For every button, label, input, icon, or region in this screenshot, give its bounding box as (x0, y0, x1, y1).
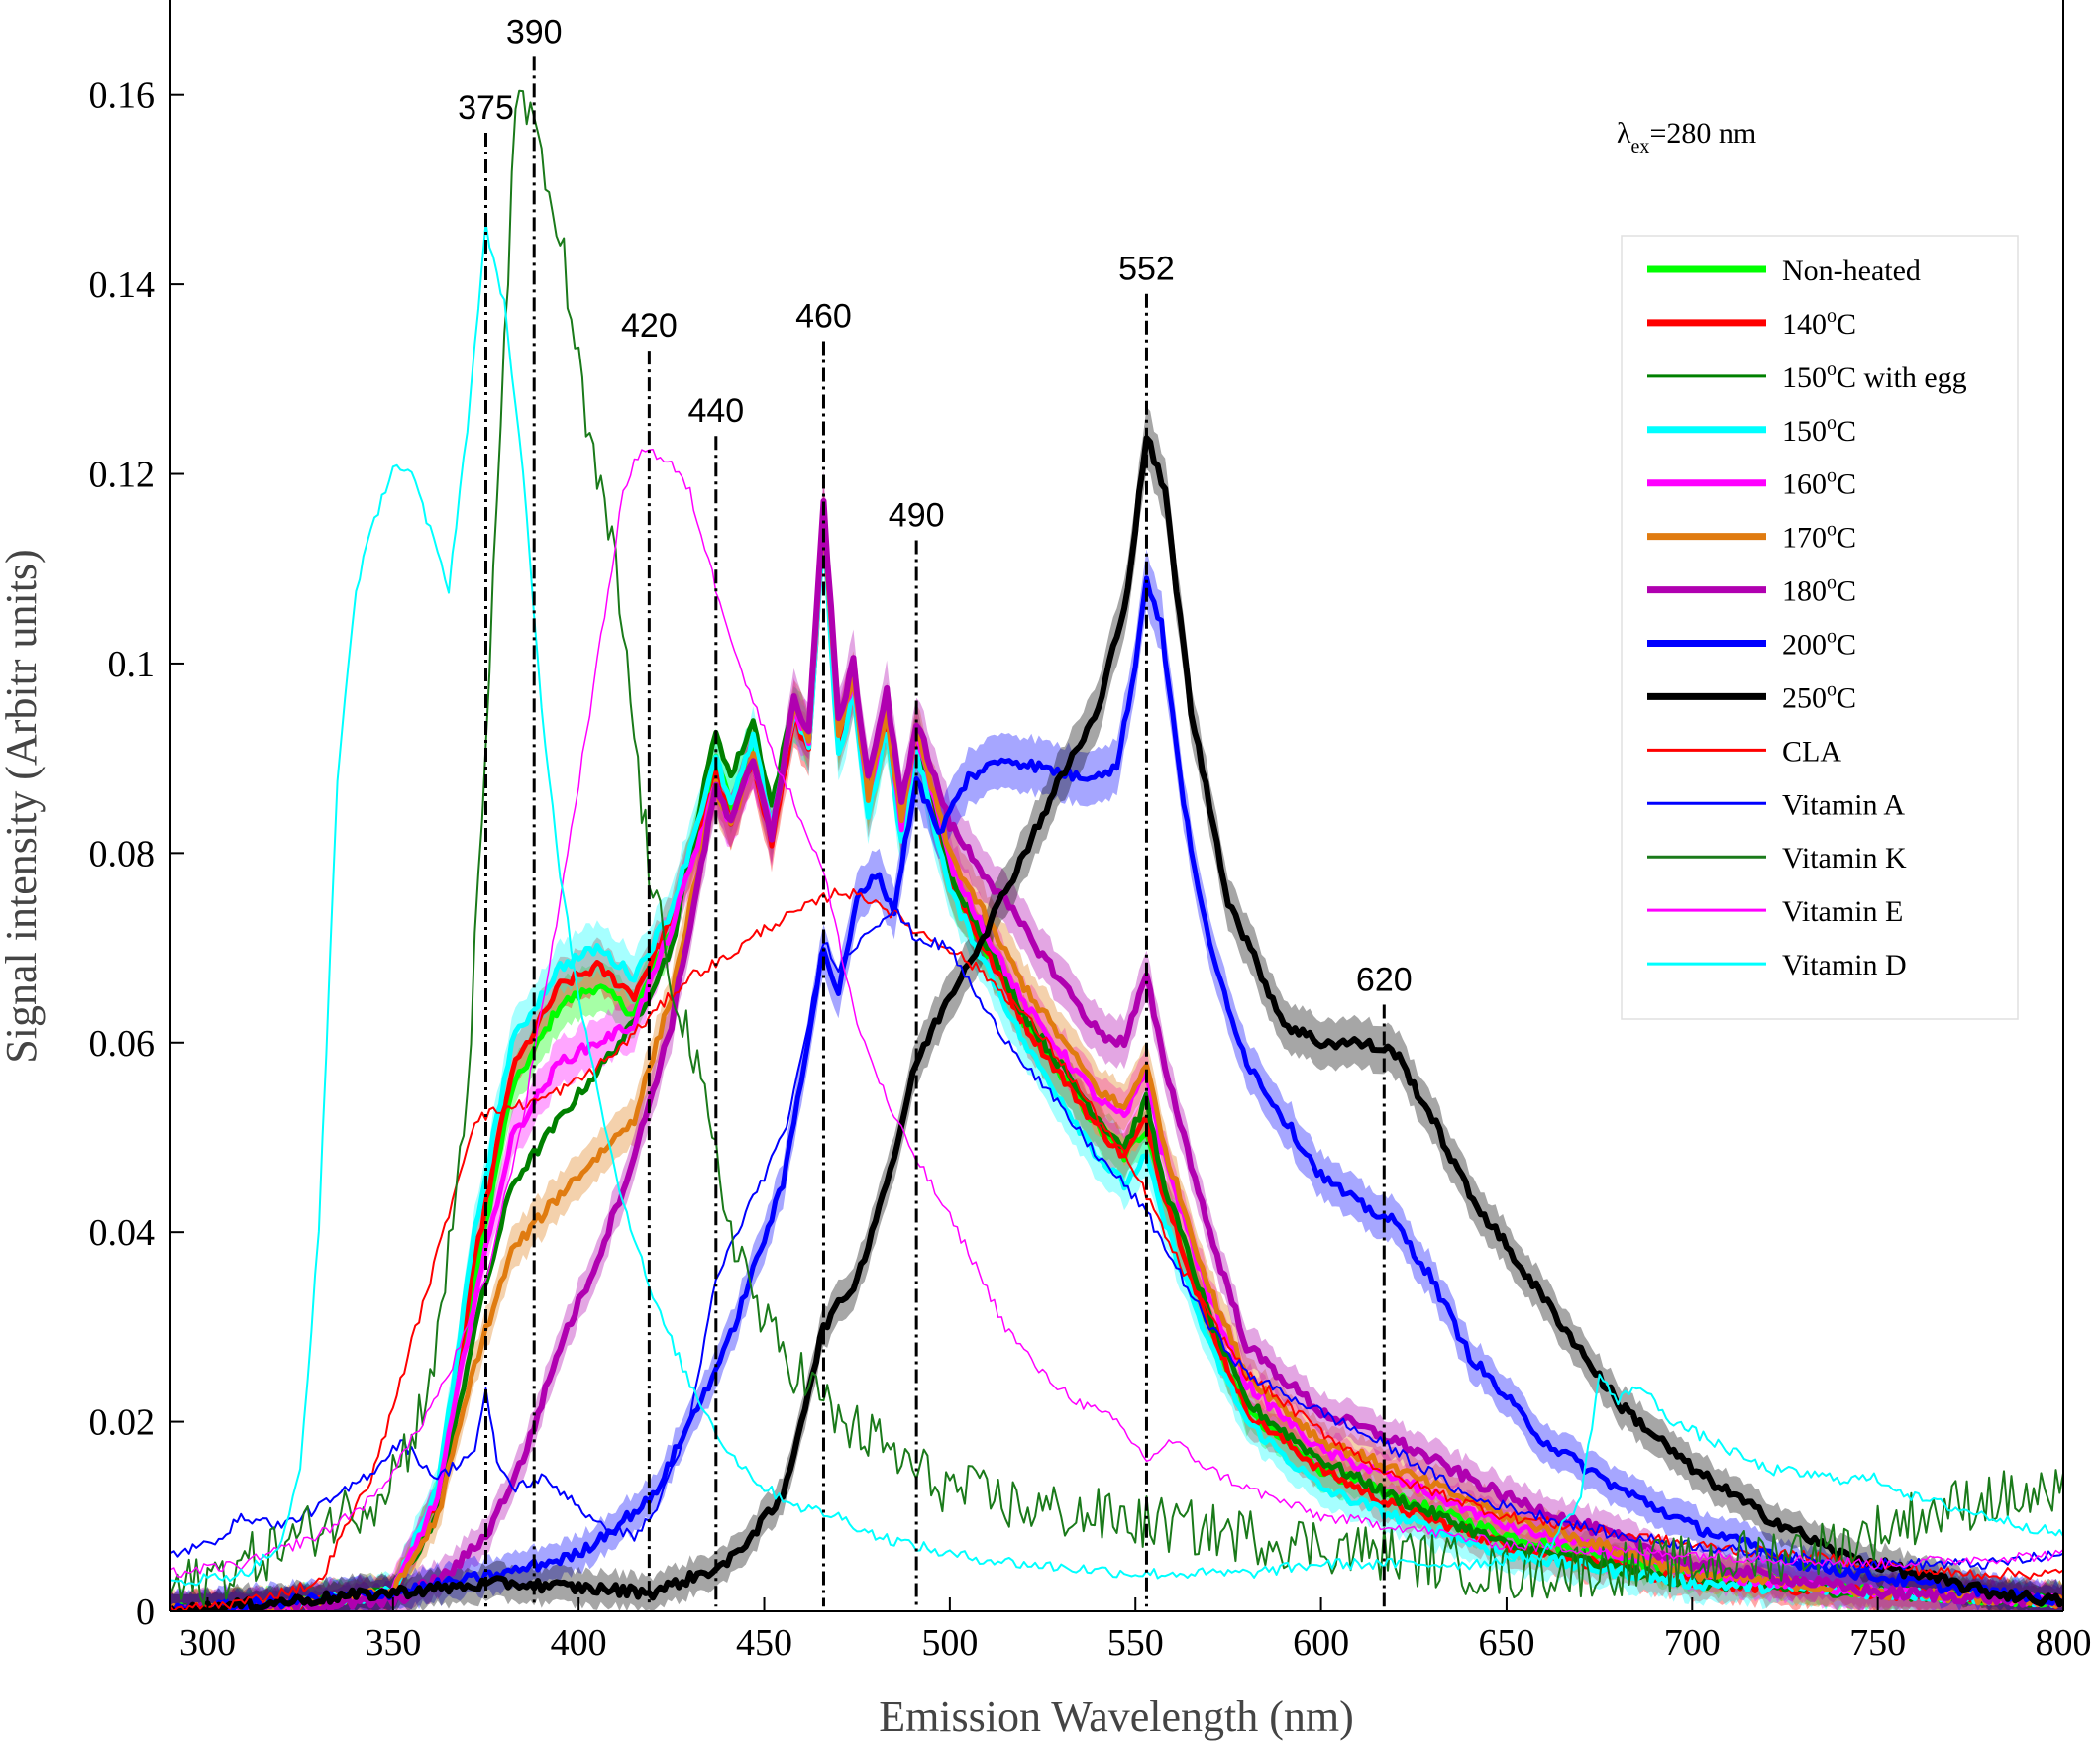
series-band-non-heated (170, 494, 2063, 1611)
x-tick-label: 750 (1849, 1622, 1906, 1664)
excitation-lambda: λ (1617, 117, 1631, 150)
x-tick-label: 700 (1664, 1622, 1721, 1664)
x-tick-label: 450 (736, 1622, 792, 1664)
legend-label-140-c: 140oC (1782, 305, 1856, 341)
legend-label-250-c: 250oC (1782, 678, 1856, 714)
legend-label-200-c: 200oC (1782, 626, 1856, 662)
legend-label-vitamin-d: Vitamin D (1782, 949, 1907, 981)
reference-label-620: 620 (1356, 961, 1413, 998)
series-band-250-c (170, 406, 2063, 1611)
y-tick-label: 0.14 (89, 264, 156, 306)
x-tick-label: 650 (1478, 1622, 1534, 1664)
legend: Non-heated 140oC 150oC with egg 150oC 160oC 1… (1621, 235, 2019, 1020)
reference-label-440: 440 (687, 392, 744, 430)
excitation-subscript: ex (1631, 136, 1650, 157)
legend-label-170-c: 170oC (1782, 519, 1856, 555)
x-tick-label: 400 (551, 1622, 607, 1664)
x-axis-label: Emission Wavelength (nm) (879, 1693, 1354, 1741)
legend-label-vitamin-e: Vitamin E (1782, 895, 1903, 928)
x-tick-label: 550 (1107, 1622, 1164, 1664)
x-tick-label: 500 (921, 1622, 978, 1664)
legend-label-150-c-with-egg: 150oC with egg (1782, 359, 1967, 394)
reference-label-490: 490 (889, 497, 945, 535)
legend-label-cla: CLA (1782, 735, 1841, 768)
y-axis-label: Signal intensity (Arbitr units) (0, 549, 46, 1063)
y-tick-label: 0.08 (89, 833, 156, 874)
series-line-200-c (170, 575, 2063, 1611)
y-tick-label: 0.1 (108, 644, 156, 685)
reference-label-460: 460 (795, 298, 852, 336)
legend-label-160-c: 160oC (1782, 465, 1856, 501)
series-line-180-c (170, 498, 2063, 1611)
x-tick-label: 350 (365, 1622, 421, 1664)
x-tick-label: 600 (1293, 1622, 1349, 1664)
y-tick-label: 0.12 (89, 455, 156, 496)
reference-label-552: 552 (1118, 251, 1175, 288)
y-tick-label: 0.06 (89, 1023, 156, 1065)
y-tick-label: 0.04 (89, 1212, 156, 1254)
series-line-vitamin-e (170, 448, 2063, 1578)
x-tick-label: 800 (2036, 1622, 2092, 1664)
x-tick-label: 300 (179, 1622, 236, 1664)
reference-label-420: 420 (621, 307, 678, 345)
y-tick-label: 0.16 (89, 75, 156, 117)
reference-label-375: 375 (458, 89, 514, 127)
series-line-vitamin-k (170, 89, 2063, 1607)
y-tick-label: 0.02 (89, 1402, 156, 1444)
legend-label-vitamin-a: Vitamin A (1782, 788, 1905, 821)
legend-label-180-c: 180oC (1782, 572, 1856, 608)
reference-label-390: 390 (506, 13, 563, 51)
excitation-annotation: λex=280 nm (1617, 117, 1756, 157)
series-line-170-c (170, 512, 2063, 1611)
legend-label-vitamin-k: Vitamin K (1782, 842, 1907, 874)
excitation-value: =280 nm (1649, 117, 1756, 150)
legend-label-150-c: 150oC (1782, 412, 1856, 448)
y-tick-label: 0 (136, 1592, 155, 1633)
legend-label-non-heated: Non-heated (1782, 255, 1921, 287)
legend-box (1621, 235, 2019, 1020)
